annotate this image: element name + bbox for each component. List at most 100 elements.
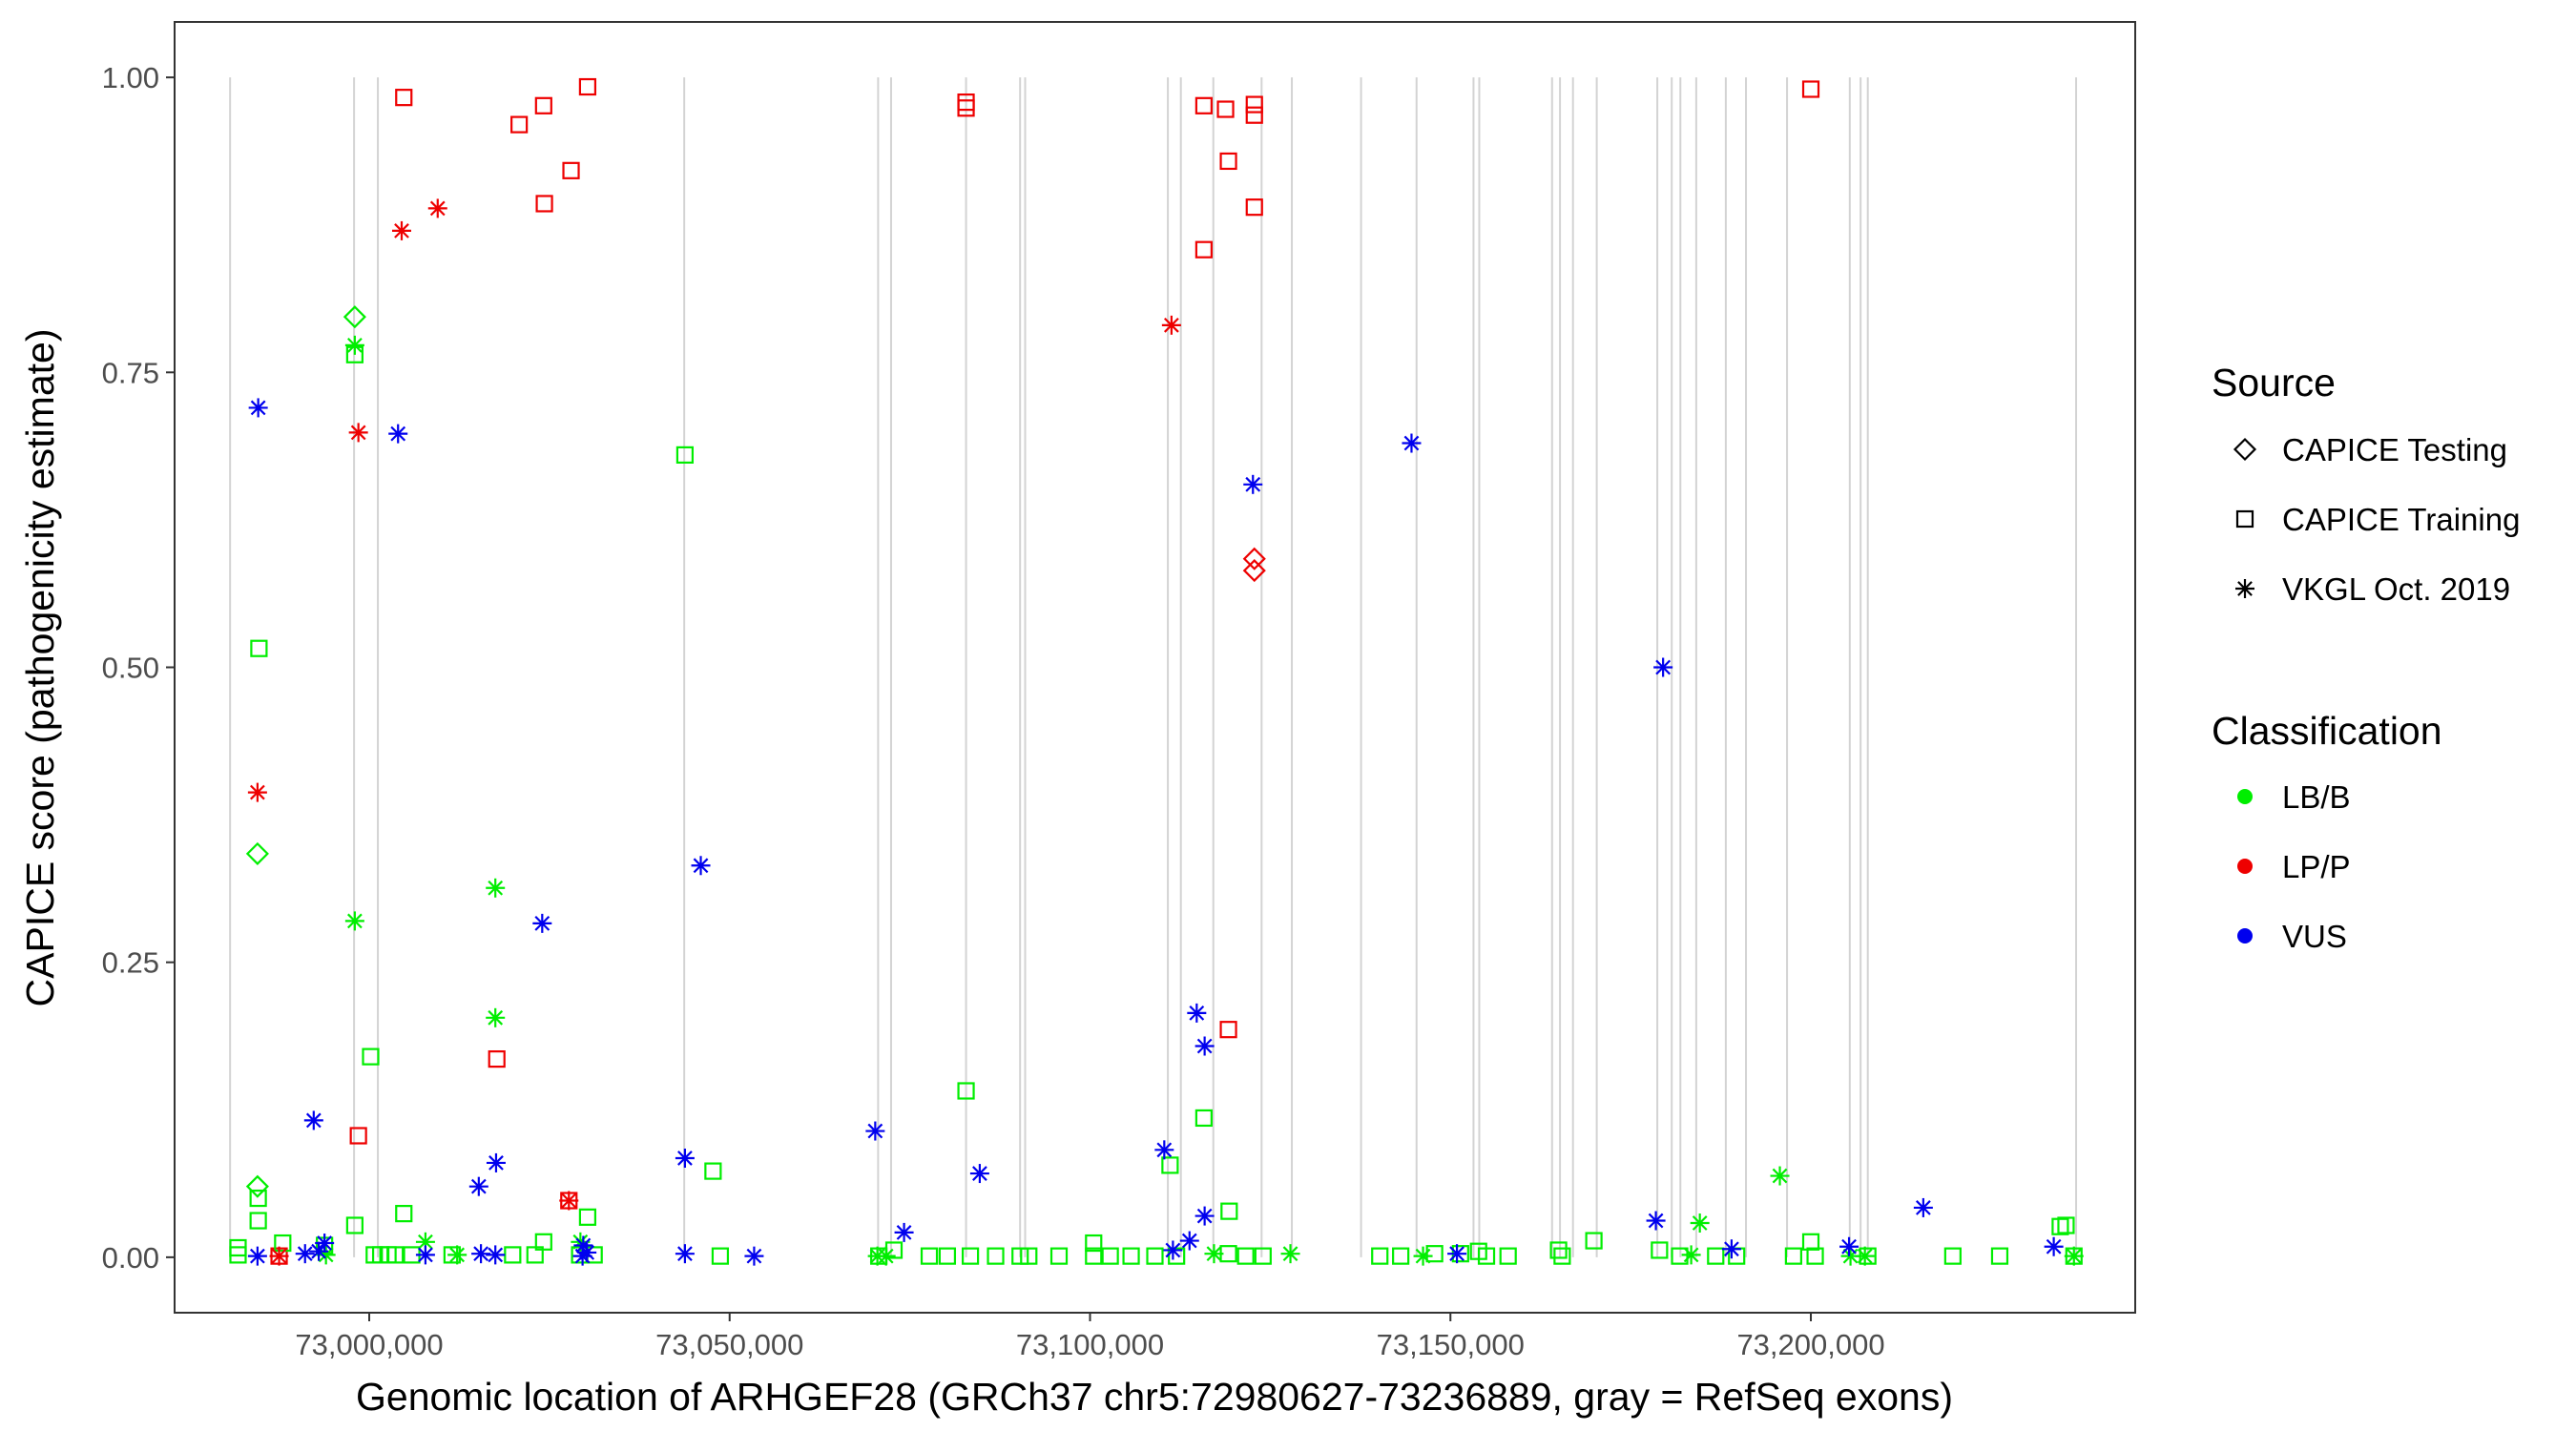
y-tick-label: 1.00 <box>102 61 159 94</box>
data-point <box>1913 1197 1933 1217</box>
data-point <box>447 1245 467 1265</box>
legend-classification: Classification LB/B LP/P VUS <box>2212 709 2442 954</box>
legend-classification-label-lpp: LP/P <box>2282 849 2351 884</box>
data-point <box>532 913 552 933</box>
data-point <box>274 1234 292 1253</box>
data-point <box>395 89 413 107</box>
data-point <box>534 96 552 114</box>
data-point <box>1371 1247 1389 1265</box>
data-point <box>2051 1217 2069 1235</box>
data-point <box>486 1245 506 1265</box>
legend-source: Source CAPICE Testing CAPICE Training VK… <box>2212 361 2520 607</box>
y-tick-label: 0.25 <box>102 946 159 980</box>
data-point <box>1806 1247 1824 1265</box>
data-point <box>1549 1241 1568 1259</box>
data-point <box>1154 1140 1174 1160</box>
data-point <box>1990 1247 2009 1265</box>
data-point <box>535 195 553 213</box>
data-point <box>391 220 411 240</box>
data-point <box>247 782 267 802</box>
data-point <box>1236 1247 1255 1265</box>
data-point <box>1681 1245 1701 1265</box>
x-tick-label: 73,200,000 <box>1736 1328 1884 1361</box>
data-point <box>1085 1234 1103 1253</box>
data-point <box>876 1246 896 1266</box>
data-point <box>744 1246 764 1266</box>
legend-source-keys <box>2233 437 2257 598</box>
data-point <box>578 1208 597 1226</box>
data-point <box>1671 1247 1689 1265</box>
data-point <box>488 1049 506 1068</box>
data-point <box>894 1222 914 1242</box>
data-point <box>969 1164 989 1184</box>
data-point <box>1553 1247 1571 1265</box>
data-point <box>245 841 269 865</box>
data-point <box>1168 1247 1186 1265</box>
data-point <box>526 1246 544 1264</box>
legend-classification-label-lbb: LB/B <box>2282 779 2351 815</box>
data-point <box>711 1247 730 1265</box>
data-point <box>362 1047 380 1066</box>
data-point <box>1122 1247 1140 1265</box>
data-point <box>1690 1213 1710 1234</box>
data-point <box>1242 547 1266 570</box>
data-point <box>504 1246 522 1264</box>
data-point <box>1216 100 1235 118</box>
data-point <box>303 1110 323 1130</box>
legend-classification-label-vus: VUS <box>2282 919 2347 954</box>
data-point <box>1049 1247 1069 1265</box>
data-point <box>559 1191 579 1211</box>
data-point <box>675 446 695 464</box>
data-point <box>344 911 364 931</box>
x-axis-title: Genomic location of ARHGEF28 (GRCh37 chr… <box>356 1375 1953 1419</box>
legend-source-title: Source <box>2212 361 2336 404</box>
data-point <box>1220 1202 1238 1220</box>
legend-key-diamond <box>2233 437 2257 462</box>
data-point <box>1085 1247 1103 1265</box>
data-point <box>249 1189 267 1208</box>
data-point <box>1402 433 1422 453</box>
data-point <box>987 1247 1005 1265</box>
data-point <box>1425 1245 1444 1263</box>
data-point <box>1242 559 1266 583</box>
legend-source-label-vkgl: VKGL Oct. 2019 <box>2282 571 2510 607</box>
y-tick-label: 0.50 <box>102 652 159 685</box>
data-point <box>510 115 529 134</box>
data-point <box>248 398 268 418</box>
data-point <box>920 1247 939 1265</box>
legend-classification-keys <box>2237 789 2253 944</box>
data-point <box>1585 1232 1603 1250</box>
data-point <box>1280 1244 1300 1264</box>
data-point <box>486 1007 506 1027</box>
legend-key-dot <box>2237 789 2253 804</box>
data-point <box>1839 1236 1859 1256</box>
data-point <box>245 1174 269 1198</box>
data-point <box>1161 1156 1179 1174</box>
data-point <box>957 99 975 117</box>
data-point <box>1413 1246 1433 1266</box>
data-point <box>1161 315 1181 335</box>
x-tick-label: 73,100,000 <box>1016 1328 1164 1361</box>
data-point <box>1195 1206 1215 1226</box>
data-point <box>1801 1233 1820 1251</box>
data-point <box>2064 1246 2084 1266</box>
data-point <box>468 1176 488 1196</box>
legend-classification-title: Classification <box>2212 709 2442 753</box>
data-point <box>1499 1247 1517 1265</box>
data-point <box>1101 1247 1119 1265</box>
data-point <box>315 1234 335 1254</box>
data-point <box>1195 240 1213 259</box>
y-tick-label: 0.00 <box>102 1241 159 1275</box>
data-point <box>1195 96 1213 114</box>
y-tick-label: 0.75 <box>102 356 159 389</box>
data-point <box>1195 1036 1215 1056</box>
y-axis-title: CAPICE score (pathogenicity estimate) <box>18 329 62 1007</box>
data-point <box>1784 1247 1802 1265</box>
data-points <box>229 77 2084 1266</box>
data-point <box>486 878 506 898</box>
legend-source-label-testing: CAPICE Testing <box>2282 432 2507 467</box>
data-point <box>344 335 364 355</box>
data-point <box>577 1242 597 1262</box>
data-point <box>562 161 580 179</box>
